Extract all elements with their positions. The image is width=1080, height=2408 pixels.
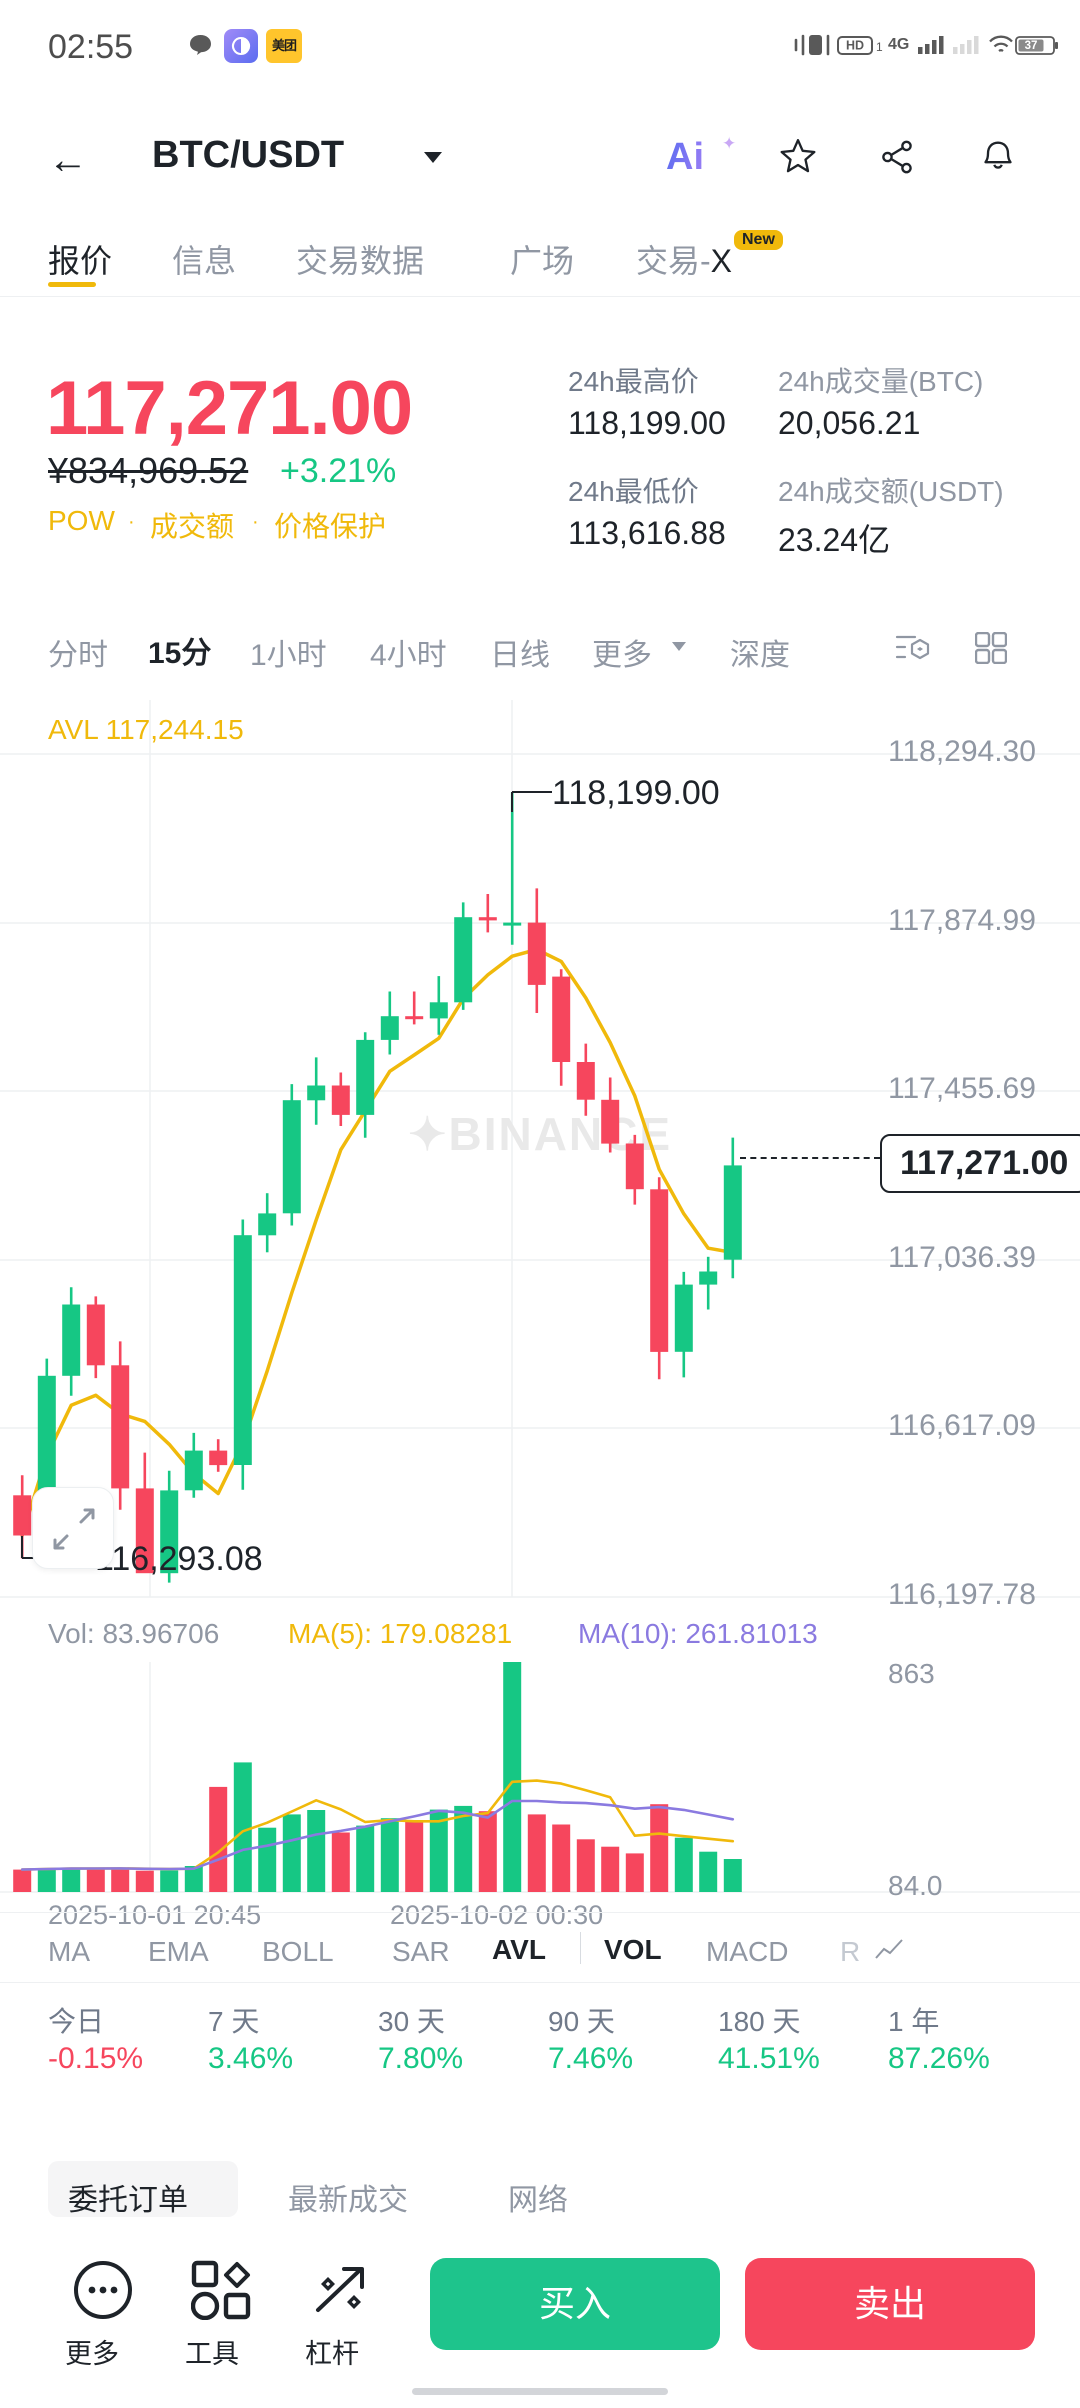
svg-text:1: 1 [876, 40, 883, 54]
svg-text:4G: 4G [888, 36, 909, 53]
svg-text:37: 37 [1025, 40, 1038, 52]
svg-text:HD: HD [846, 39, 864, 53]
